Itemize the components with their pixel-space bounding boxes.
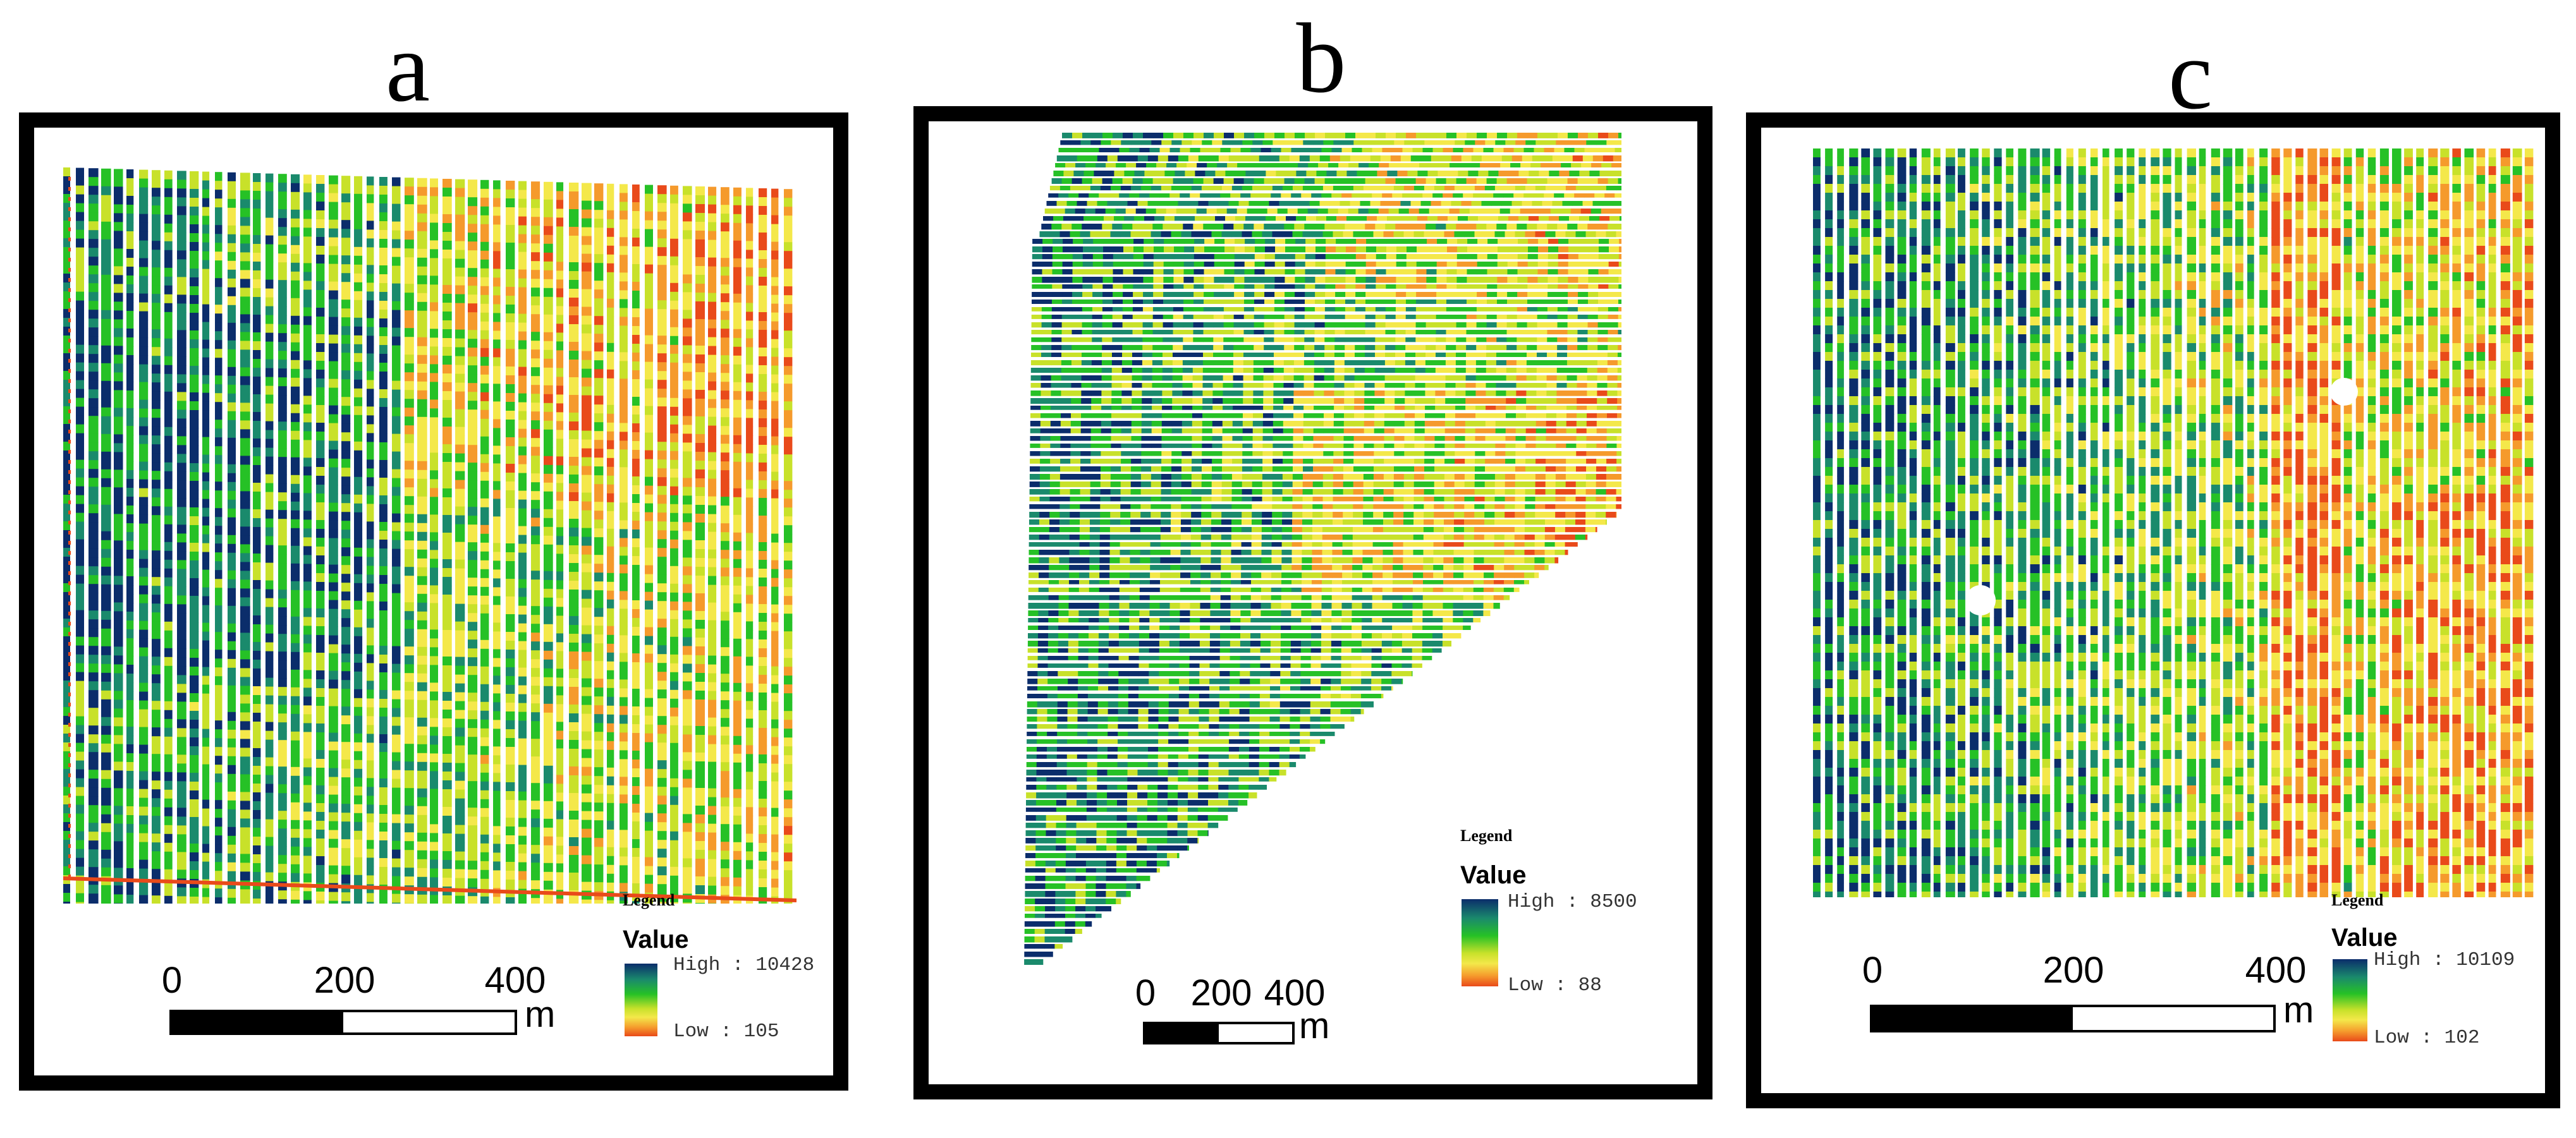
- panel-a-color-ramp: [625, 964, 657, 1036]
- yield-strips: [63, 167, 793, 904]
- panel-a-scale-bar-fill: [172, 1012, 343, 1032]
- panel-c-scale-tick-400: 400: [2245, 950, 2307, 991]
- panel-b-scale-bar: [1143, 1022, 1295, 1044]
- panel-c-legend-field: Value: [2331, 924, 2398, 952]
- panel-c-scale-tick-0: 0: [1862, 950, 1883, 991]
- field-boundary-bottom: [63, 876, 797, 902]
- panel-b-scale-tick-0: 0: [1135, 972, 1156, 1014]
- panel-c-legend-low: Low : 102: [2374, 1027, 2480, 1049]
- yield-strips: [1813, 148, 2534, 897]
- panel-c-color-ramp: [2333, 959, 2367, 1041]
- panel-b-scale-bar-fill: [1145, 1024, 1219, 1042]
- panel-a-letter: a: [385, 12, 430, 123]
- field-gap-1: [1965, 585, 1996, 615]
- panel-b-legend-low: Low : 88: [1508, 974, 1602, 996]
- panel-a-scale-tick-200: 200: [314, 960, 375, 1001]
- panel-c-legend-high: High : 10109: [2374, 949, 2515, 971]
- panel-c-scale-tick-200: 200: [2042, 950, 2104, 991]
- panel-c-legend-title: Legend: [2331, 891, 2384, 909]
- panel-a-scale-tick-0: 0: [161, 960, 183, 1001]
- panel-a-scale-tick-400: 400: [484, 960, 546, 1001]
- panel-b-yield-map: [1024, 133, 1621, 965]
- panel-c-scale-bar: [1870, 1005, 2276, 1032]
- panel-c-letter: c: [2168, 20, 2213, 130]
- panel-b-color-ramp: [1462, 899, 1498, 986]
- panel-c-yield-map: [1813, 148, 2534, 897]
- panel-b-letter: b: [1296, 3, 1346, 114]
- panel-b-scale-unit: m: [1299, 1005, 1330, 1046]
- panel-b-legend-high: High : 8500: [1508, 891, 1637, 913]
- panel-a-yield-map: [63, 167, 797, 904]
- panel-b-legend-title: Legend: [1460, 826, 1513, 845]
- panel-b-scale-tick-200: 200: [1190, 972, 1252, 1014]
- panel-c-scale-unit: m: [2283, 990, 2314, 1031]
- panel-b-legend-field: Value: [1460, 861, 1527, 889]
- panel-c-scale-bar-fill: [1872, 1007, 2073, 1030]
- panel-b-scale-tick-400: 400: [1264, 972, 1326, 1014]
- panel-a-legend-high: High : 10428: [673, 954, 815, 976]
- yield-strips: [1024, 133, 1621, 965]
- panel-a-legend-title: Legend: [623, 891, 675, 909]
- panel-a-scale-bar: [169, 1010, 517, 1035]
- panel-a-scale-unit: m: [525, 994, 556, 1035]
- panel-a-legend-field: Value: [623, 926, 689, 953]
- panel-a-legend-low: Low : 105: [673, 1020, 779, 1043]
- field-gap-0: [2330, 378, 2358, 406]
